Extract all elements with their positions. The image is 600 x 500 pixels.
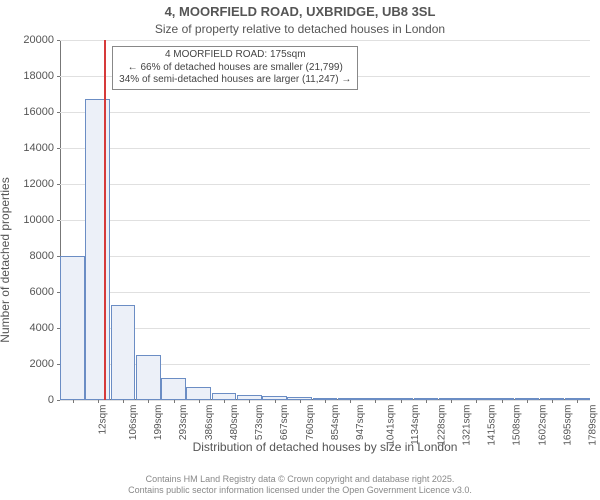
x-tick — [174, 400, 175, 403]
plot-area: 0200040006000800010000120001400016000180… — [60, 40, 590, 400]
x-tick — [502, 400, 503, 403]
y-tick-label: 16000 — [4, 106, 54, 118]
y-tick-label: 14000 — [4, 142, 54, 154]
gridline — [60, 40, 590, 41]
y-tick-label: 2000 — [4, 358, 54, 370]
x-tick — [375, 400, 376, 403]
x-tick — [249, 400, 250, 403]
gridline — [60, 220, 590, 221]
bar — [85, 99, 110, 400]
y-tick — [57, 220, 60, 221]
y-tick-label: 18000 — [4, 70, 54, 82]
chart-title: 4, MOORFIELD ROAD, UXBRIDGE, UB8 3SL — [0, 4, 600, 19]
gridline — [60, 328, 590, 329]
x-axis-label: Distribution of detached houses by size … — [60, 440, 590, 454]
bar — [136, 355, 161, 400]
y-tick-label: 12000 — [4, 178, 54, 190]
y-tick — [57, 76, 60, 77]
x-tick-label: 667sqm — [279, 405, 290, 441]
gridline — [60, 256, 590, 257]
x-tick — [350, 400, 351, 403]
x-tick — [275, 400, 276, 403]
x-tick — [123, 400, 124, 403]
y-tick — [57, 184, 60, 185]
y-tick — [57, 112, 60, 113]
bar — [60, 256, 85, 400]
footer: Contains HM Land Registry data © Crown c… — [0, 474, 600, 496]
y-tick-label: 4000 — [4, 322, 54, 334]
gridline — [60, 148, 590, 149]
x-tick-label: 947sqm — [355, 405, 366, 441]
x-tick — [426, 400, 427, 403]
y-tick-label: 10000 — [4, 214, 54, 226]
gridline — [60, 184, 590, 185]
x-tick — [451, 400, 452, 403]
y-tick — [57, 400, 60, 401]
x-tick-label: 12sqm — [97, 405, 108, 435]
y-tick — [57, 148, 60, 149]
x-tick-label: 480sqm — [229, 405, 240, 441]
gridline — [60, 292, 590, 293]
x-tick — [527, 400, 528, 403]
x-tick-label: 854sqm — [330, 405, 341, 441]
x-tick — [73, 400, 74, 403]
x-tick-label: 386sqm — [204, 405, 215, 441]
gridline — [60, 112, 590, 113]
bar — [212, 393, 237, 400]
bar — [111, 305, 136, 400]
y-tick-label: 6000 — [4, 286, 54, 298]
x-tick-label: 760sqm — [305, 405, 316, 441]
chart-subtitle: Size of property relative to detached ho… — [0, 22, 600, 36]
callout-box: 4 MOORFIELD ROAD: 175sqm← 66% of detache… — [112, 46, 358, 90]
x-tick-label: 106sqm — [128, 405, 139, 441]
bar — [161, 378, 186, 400]
x-tick — [325, 400, 326, 403]
marker-line — [104, 40, 106, 400]
x-tick — [98, 400, 99, 403]
chart-container: 4, MOORFIELD ROAD, UXBRIDGE, UB8 3SL Siz… — [0, 0, 600, 500]
x-tick-label: 293sqm — [178, 405, 189, 441]
y-tick — [57, 40, 60, 41]
x-tick-label: 199sqm — [153, 405, 164, 441]
x-tick-label: 1134sqm — [410, 405, 421, 445]
x-tick — [577, 400, 578, 403]
x-tick — [552, 400, 553, 403]
x-tick — [476, 400, 477, 403]
y-tick-label: 20000 — [4, 34, 54, 46]
y-tick-label: 8000 — [4, 250, 54, 262]
x-tick — [300, 400, 301, 403]
x-tick — [148, 400, 149, 403]
bar — [186, 387, 211, 400]
x-tick — [224, 400, 225, 403]
y-tick-label: 0 — [4, 394, 54, 406]
x-tick-label: 573sqm — [254, 405, 265, 441]
x-tick — [199, 400, 200, 403]
x-tick — [401, 400, 402, 403]
